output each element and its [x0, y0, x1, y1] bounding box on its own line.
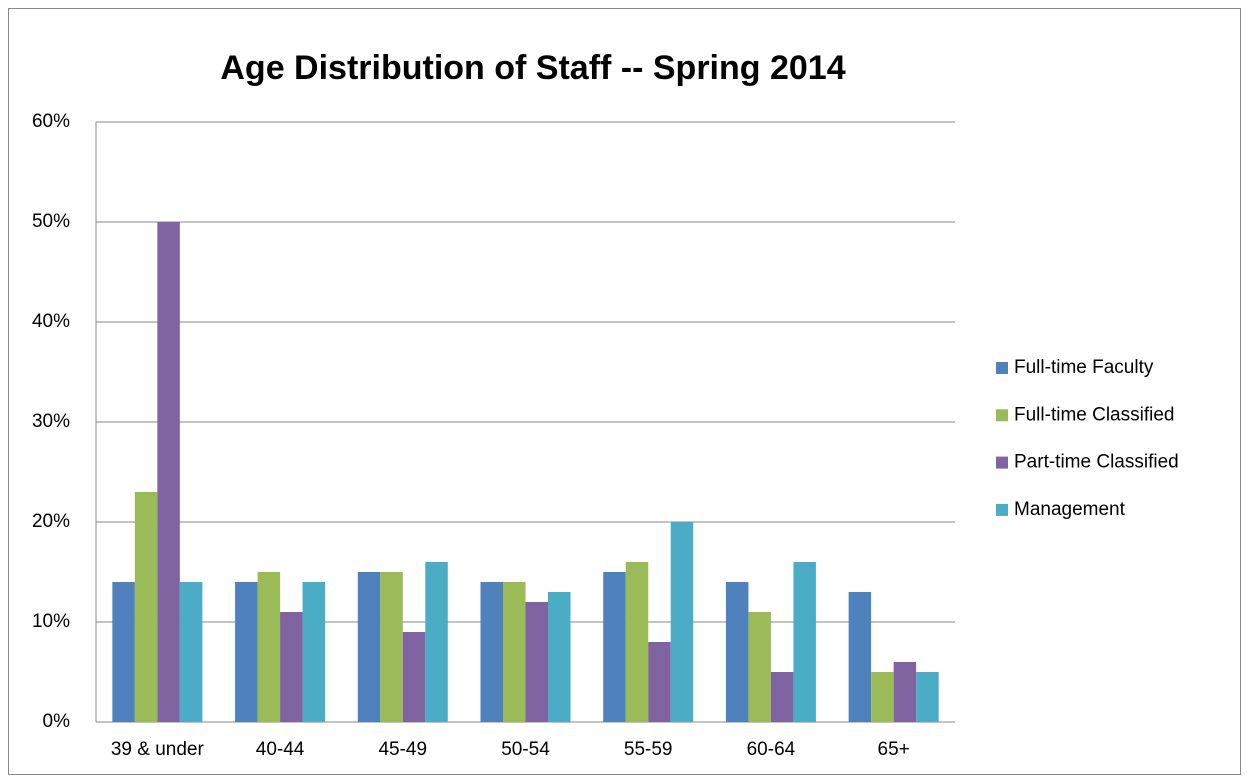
bar [425, 562, 448, 722]
bar [525, 602, 548, 722]
bar [503, 582, 526, 722]
x-tick-label: 55-59 [624, 739, 673, 760]
legend-label: Full-time Classified [1014, 404, 1174, 425]
legend-swatch [996, 362, 1008, 374]
bar [770, 672, 794, 722]
bar [648, 642, 671, 722]
legend-label: Management [1014, 499, 1126, 520]
legend-swatch [996, 456, 1008, 469]
y-tick-label: 0% [43, 711, 71, 732]
bar [793, 562, 816, 722]
bar [548, 592, 571, 722]
bar [402, 632, 426, 722]
y-tick-label: 20% [32, 511, 70, 532]
x-tick-label: 65+ [878, 739, 910, 760]
x-tick-label: 39 & under [111, 739, 205, 760]
bar [157, 222, 180, 722]
bar [871, 672, 894, 722]
bar [357, 572, 381, 722]
bar [134, 492, 158, 722]
bar [235, 582, 258, 722]
bar [480, 582, 503, 722]
x-tick-label: 40-44 [256, 739, 305, 760]
bar [848, 592, 872, 722]
y-tick-label: 60% [32, 111, 70, 132]
bar [725, 582, 749, 722]
bar [893, 662, 917, 722]
x-tick-label: 60-64 [747, 739, 796, 760]
bar [257, 572, 281, 722]
legend-label: Part-time Classified [1014, 452, 1179, 473]
chart-title: Age Distribution of Staff -- Spring 2014 [220, 49, 845, 87]
bar [670, 522, 694, 722]
bar [280, 612, 303, 722]
y-tick-label: 40% [32, 311, 70, 332]
x-tick-label: 50-54 [501, 739, 550, 760]
bar [179, 582, 203, 722]
bar [625, 562, 649, 722]
bar [380, 572, 403, 722]
bar [916, 672, 939, 722]
x-tick-label: 45-49 [378, 739, 427, 760]
bar [302, 582, 326, 722]
legend-swatch [996, 409, 1008, 422]
y-tick-label: 10% [32, 611, 70, 632]
bar [748, 612, 771, 722]
y-tick-label: 50% [32, 211, 70, 232]
bar [603, 572, 626, 722]
legend-label: Full-time Faculty [1014, 357, 1154, 378]
y-tick-label: 30% [32, 411, 70, 432]
bar [112, 582, 135, 722]
legend-swatch [996, 503, 1008, 516]
